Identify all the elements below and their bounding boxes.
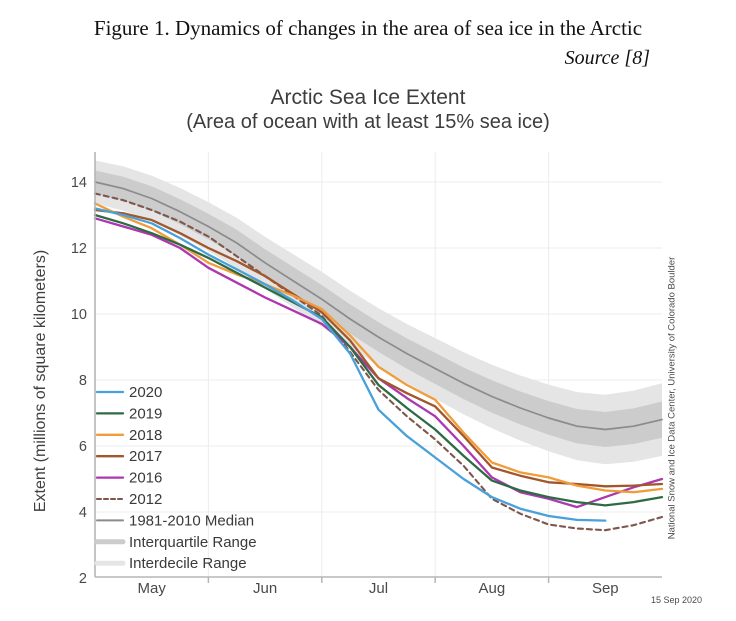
x-tick-label: May — [138, 580, 167, 597]
band-interquartile-range — [95, 170, 662, 447]
figure-caption: Figure 1. Dynamics of changes in the are… — [93, 16, 643, 40]
legend-label-interdecile-range: Interdecile Range — [129, 555, 247, 572]
legend-label-2019: 2019 — [129, 405, 162, 422]
y-tick-label: 8 — [79, 373, 87, 389]
y-tick-label: 14 — [71, 175, 87, 191]
legend-label-2018: 2018 — [129, 427, 162, 444]
x-tick-label: Sep — [592, 580, 619, 597]
data-center-credit: National Snow and Ice Data Center, Unive… — [666, 256, 678, 540]
y-tick-label: 10 — [71, 307, 87, 323]
x-tick-label: Jun — [253, 580, 277, 597]
y-tick-label: 6 — [79, 439, 87, 455]
series-line-2018 — [93, 202, 664, 494]
chart-subtitle: (Area of ocean with at least 15% sea ice… — [186, 111, 550, 133]
y-tick-label: 2 — [79, 571, 87, 587]
x-tick-label: Aug — [479, 580, 506, 597]
y-tick-label: 12 — [71, 241, 87, 257]
date-stamp: 15 Sep 2020 — [650, 595, 702, 605]
x-tick-label: Jul — [369, 580, 388, 597]
legend-label-2012: 2012 — [129, 491, 162, 508]
legend-label-interquartile-range: Interquartile Range — [129, 534, 257, 551]
y-tick-label: 4 — [79, 505, 87, 521]
legend-label-2017: 2017 — [129, 448, 162, 465]
series-line-1981-2010-median — [94, 181, 663, 431]
legend-label-2020: 2020 — [129, 384, 162, 401]
series-line-2019 — [93, 213, 664, 507]
series-line-2012 — [93, 192, 664, 532]
legend-label-1981-2010-median: 1981-2010 Median — [129, 512, 254, 529]
chart-title: Arctic Sea Ice Extent — [270, 86, 466, 109]
figure-source: Source [8] — [564, 47, 650, 69]
series-line-2020 — [93, 207, 607, 522]
legend-label-2016: 2016 — [129, 470, 162, 487]
